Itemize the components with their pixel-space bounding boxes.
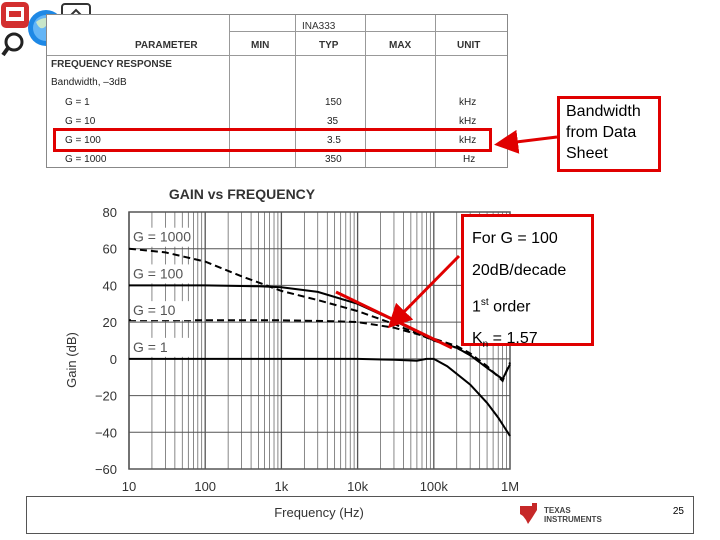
header-typ: TYP bbox=[319, 40, 339, 51]
x-tick-label: 10 bbox=[122, 479, 136, 494]
series-label: G = 1000 bbox=[133, 229, 191, 245]
table-divider bbox=[229, 31, 507, 32]
order-suffix: st bbox=[480, 297, 489, 308]
series-label: G = 100 bbox=[133, 265, 183, 281]
table-divider bbox=[365, 15, 366, 167]
callout-line: 20dB/decade bbox=[472, 262, 567, 279]
row-label: G = 100 bbox=[65, 135, 101, 146]
series-label: G = 10 bbox=[133, 302, 176, 318]
x-tick-label: 100 bbox=[194, 479, 216, 494]
callout-line: from Data bbox=[566, 124, 637, 141]
table-divider bbox=[47, 55, 507, 56]
part-number: INA333 bbox=[302, 21, 336, 32]
series-label-bg bbox=[131, 227, 193, 247]
analysis-callout: For G = 100 20dB/decade 1st order Kn = 1… bbox=[461, 214, 594, 351]
page-number: 25 bbox=[672, 506, 684, 517]
order-number: 1 bbox=[472, 298, 481, 316]
table-row: G = 1000 350 Hz bbox=[47, 151, 507, 169]
table-row: G = 1 150 kHz bbox=[47, 94, 507, 112]
chart-series-labels: G = 1000 G = 100 G = 10 G = 1 bbox=[131, 227, 193, 357]
header-unit: UNIT bbox=[457, 40, 481, 51]
table-divider bbox=[229, 15, 230, 167]
gain-vs-frequency-chart: GAIN vs FREQUENCY Frequency (Hz) Gain (d… bbox=[64, 186, 519, 520]
series-line bbox=[129, 319, 511, 383]
row-unit: Hz bbox=[463, 154, 476, 165]
bandwidth-callout: Bandwidth from Data Sheet bbox=[557, 96, 661, 172]
kn-symbol: K bbox=[472, 330, 483, 348]
x-tick-label: 100k bbox=[420, 479, 449, 494]
y-tick-label: 40 bbox=[103, 278, 117, 293]
chart-title: GAIN vs FREQUENCY bbox=[169, 186, 316, 202]
row-unit: kHz bbox=[459, 116, 477, 127]
kn-value: = 1.57 bbox=[488, 330, 538, 348]
x-tick-label: 10k bbox=[347, 479, 368, 494]
table-divider bbox=[435, 15, 436, 167]
y-axis-label: Gain (dB) bbox=[64, 332, 79, 388]
analysis-arrow-up-icon bbox=[387, 254, 461, 329]
series-line bbox=[129, 357, 511, 437]
series-label-bg bbox=[131, 301, 193, 321]
x-axis-label: Frequency (Hz) bbox=[274, 505, 364, 520]
x-tick-label: 1M bbox=[501, 479, 519, 494]
y-tick-label: −60 bbox=[95, 462, 117, 477]
bandwidth-arrow-icon bbox=[494, 129, 558, 154]
series-label-bg bbox=[131, 337, 193, 357]
y-tick-label: 20 bbox=[103, 315, 117, 330]
kn-subscript: n bbox=[482, 339, 489, 351]
series-label: G = 1 bbox=[133, 339, 168, 355]
y-tick-label: −40 bbox=[95, 425, 117, 440]
analysis-arrow-line-icon bbox=[335, 290, 453, 350]
row-unit: kHz bbox=[459, 135, 477, 146]
datasheet-table: INA333 PARAMETER MIN TYP MAX UNIT FREQUE… bbox=[46, 14, 508, 168]
table-row: G = 10 35 kHz bbox=[47, 113, 507, 131]
y-tick-label: 0 bbox=[110, 352, 117, 367]
footer-bar bbox=[26, 496, 694, 534]
callout-line-kn: Kn = 1.57 bbox=[472, 323, 591, 361]
order-text: order bbox=[488, 298, 531, 316]
x-tick-label: 1k bbox=[275, 479, 289, 494]
header-max: MAX bbox=[389, 40, 412, 51]
subsection-title: Bandwidth, –3dB bbox=[51, 77, 127, 88]
ti-logo-line2: INSTRUMENTS bbox=[544, 515, 602, 524]
ti-logo: TEXAS INSTRUMENTS bbox=[518, 502, 618, 528]
ti-logo-line1: TEXAS bbox=[544, 506, 571, 515]
series-label-bg bbox=[131, 264, 193, 284]
callout-line: Sheet bbox=[566, 145, 608, 162]
table-row: G = 100 3.5 kHz bbox=[47, 132, 507, 150]
row-unit: kHz bbox=[459, 97, 477, 108]
y-tick-label: 80 bbox=[103, 205, 117, 220]
chart-ticks: 80 60 40 20 0 −20 −40 −60 10 100 1k 10k 100k 1M bbox=[95, 205, 519, 494]
ti-logo-icon bbox=[520, 503, 537, 524]
row-typ: 150 bbox=[325, 97, 342, 108]
row-label: G = 1 bbox=[65, 97, 90, 108]
table-divider bbox=[295, 15, 296, 167]
callout-line: For G = 100 bbox=[472, 230, 558, 247]
row-typ: 3.5 bbox=[327, 135, 341, 146]
y-tick-label: 60 bbox=[103, 242, 117, 257]
callout-line-order: 1st order bbox=[472, 287, 591, 323]
row-label: G = 10 bbox=[65, 116, 96, 127]
section-title: FREQUENCY RESPONSE bbox=[51, 59, 172, 70]
y-tick-label: −20 bbox=[95, 389, 117, 404]
row-typ: 35 bbox=[327, 116, 339, 127]
row-label: G = 1000 bbox=[65, 154, 107, 165]
callout-line: Bandwidth bbox=[566, 103, 641, 120]
header-parameter: PARAMETER bbox=[135, 40, 198, 51]
header-min: MIN bbox=[251, 40, 270, 51]
g100-highlight-box bbox=[53, 128, 492, 152]
row-typ: 350 bbox=[325, 154, 342, 165]
